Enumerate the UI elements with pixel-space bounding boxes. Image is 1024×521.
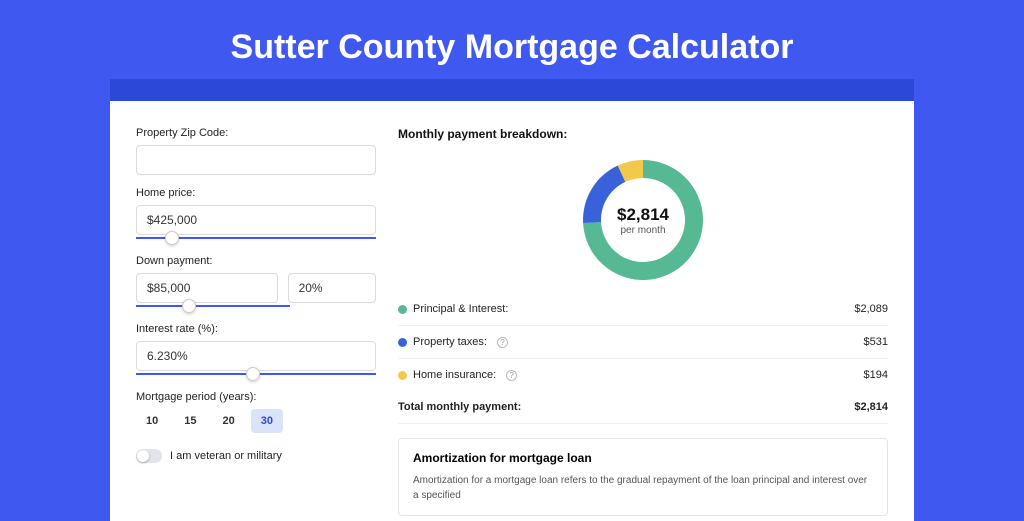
legend-row: Principal & Interest: $2,089 xyxy=(398,293,888,326)
zip-input[interactable] xyxy=(136,145,376,175)
total-label: Total monthly payment: xyxy=(398,401,521,413)
home-price-label: Home price: xyxy=(136,187,376,199)
calculator-card: Property Zip Code: Home price: $425,000 … xyxy=(110,101,914,521)
veteran-toggle[interactable] xyxy=(136,449,162,463)
zip-label: Property Zip Code: xyxy=(136,127,376,139)
accent-bar xyxy=(110,79,914,101)
legend-label: Property taxes: xyxy=(413,336,487,348)
veteran-label: I am veteran or military xyxy=(170,450,282,462)
interest-rate-slider[interactable] xyxy=(136,373,376,375)
legend-dot xyxy=(398,305,407,314)
info-icon[interactable]: ? xyxy=(497,337,508,348)
form-column: Property Zip Code: Home price: $425,000 … xyxy=(136,127,376,521)
legend-dot xyxy=(398,371,407,380)
breakdown-column: Monthly payment breakdown: $2,814 per mo… xyxy=(398,127,888,521)
legend: Principal & Interest: $2,089 Property taxe… xyxy=(398,293,888,391)
slider-thumb[interactable] xyxy=(182,299,196,313)
toggle-knob xyxy=(137,450,149,462)
total-row: Total monthly payment: $2,814 xyxy=(398,391,888,424)
home-price-slider[interactable] xyxy=(136,237,376,239)
breakdown-title: Monthly payment breakdown: xyxy=(398,127,888,141)
amortization-body: Amortization for a mortgage loan refers … xyxy=(413,473,873,503)
period-option-15[interactable]: 15 xyxy=(174,409,206,433)
down-payment-label: Down payment: xyxy=(136,255,376,267)
donut-chart: $2,814 per month xyxy=(580,157,706,283)
period-option-20[interactable]: 20 xyxy=(213,409,245,433)
legend-value: $194 xyxy=(864,369,888,381)
slider-thumb[interactable] xyxy=(246,367,260,381)
period-label: Mortgage period (years): xyxy=(136,391,376,403)
interest-rate-label: Interest rate (%): xyxy=(136,323,376,335)
donut-amount: $2,814 xyxy=(617,205,669,225)
amortization-title: Amortization for mortgage loan xyxy=(413,451,873,465)
legend-label: Home insurance: xyxy=(413,369,496,381)
amortization-section: Amortization for mortgage loan Amortizat… xyxy=(398,438,888,516)
down-payment-pct-input[interactable]: 20% xyxy=(288,273,376,303)
period-options: 1015 2030 xyxy=(136,409,376,433)
legend-value: $531 xyxy=(864,336,888,348)
page-title: Sutter County Mortgage Calculator xyxy=(0,0,1024,79)
legend-row: Property taxes:? $531 xyxy=(398,326,888,359)
info-icon[interactable]: ? xyxy=(506,370,517,381)
period-option-30[interactable]: 30 xyxy=(251,409,283,433)
down-payment-input[interactable]: $85,000 xyxy=(136,273,278,303)
slider-thumb[interactable] xyxy=(165,231,179,245)
legend-label: Principal & Interest: xyxy=(413,303,508,315)
donut-container: $2,814 per month xyxy=(398,141,888,293)
legend-row: Home insurance:? $194 xyxy=(398,359,888,391)
legend-dot xyxy=(398,338,407,347)
period-option-10[interactable]: 10 xyxy=(136,409,168,433)
donut-center: $2,814 per month xyxy=(580,157,706,283)
interest-rate-input[interactable]: 6.230% xyxy=(136,341,376,371)
legend-value: $2,089 xyxy=(854,303,888,315)
down-payment-slider[interactable] xyxy=(136,305,290,307)
total-value: $2,814 xyxy=(854,401,888,413)
donut-subtitle: per month xyxy=(620,225,665,236)
